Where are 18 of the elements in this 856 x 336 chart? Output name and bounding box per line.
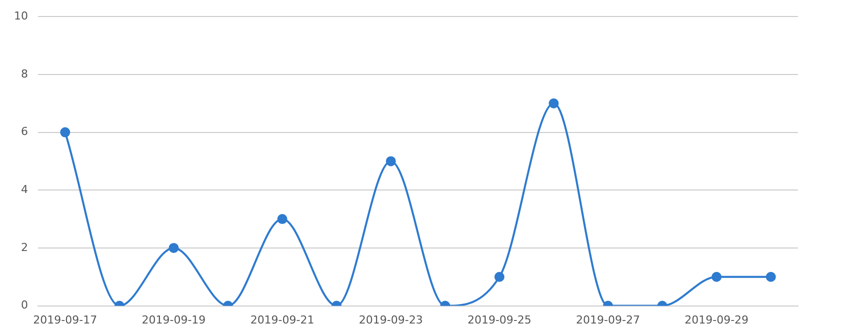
- point: [548, 98, 559, 108]
- x-tick-label: 2019-09-23: [358, 313, 423, 326]
- y-tick-label: 8: [20, 67, 28, 80]
- y-tick-label: 0: [20, 298, 28, 312]
- x-tick-label: 2019-09-25: [467, 313, 532, 326]
- x-tick-label: 2019-09-21: [250, 313, 314, 326]
- point: [386, 156, 396, 166]
- y-tick-label: 4: [20, 182, 28, 196]
- y-tick-label: 2: [20, 240, 28, 254]
- x-tick-label: 2019-09-19: [142, 313, 206, 326]
- point: [60, 127, 70, 138]
- y-tick-label: 10: [14, 9, 28, 22]
- x-tick-label: 2019-09-17: [33, 313, 98, 326]
- point: [277, 214, 288, 224]
- x-tick-label: 2019-09-29: [684, 313, 749, 326]
- point: [168, 242, 179, 253]
- x-tick-label: 2019-09-27: [576, 313, 640, 326]
- y-tick-label: 6: [20, 125, 28, 138]
